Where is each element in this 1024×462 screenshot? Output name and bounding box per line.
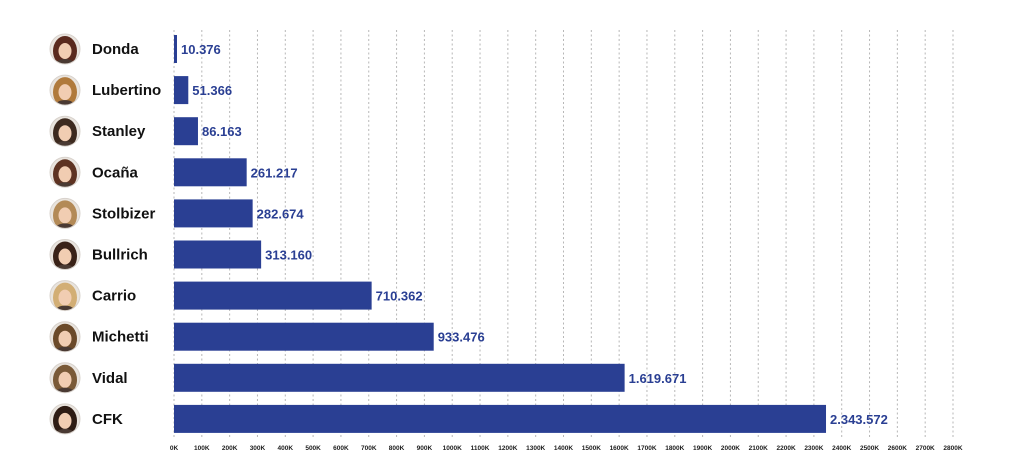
data-label: 933.476 (438, 330, 485, 345)
x-tick-label: 1700K (637, 445, 656, 452)
avatar-outline (49, 115, 81, 147)
x-tick-label: 0K (170, 445, 179, 452)
x-tick-label: 200K (222, 445, 238, 452)
x-tick-label: 2100K (749, 445, 768, 452)
avatar (50, 403, 80, 434)
bar (174, 158, 247, 187)
bar (174, 240, 262, 269)
category-label: Lubertino (92, 82, 161, 99)
x-tick-label: 1200K (498, 445, 517, 452)
bar (174, 117, 198, 146)
avatar (50, 116, 80, 147)
category-label: Vidal (92, 370, 128, 387)
x-tick-label: 1500K (582, 445, 601, 452)
data-label: 313.160 (265, 248, 312, 263)
x-tick-label: 1800K (665, 445, 684, 452)
x-tick-label: 2700K (916, 445, 935, 452)
bar (174, 199, 253, 228)
data-label: 710.362 (376, 289, 423, 304)
avatar-outline (49, 280, 81, 312)
x-tick-label: 900K (417, 445, 433, 452)
x-tick-label: 800K (389, 445, 405, 452)
avatar-outline (49, 403, 81, 435)
avatar (50, 34, 80, 64)
avatar-outline (49, 33, 81, 65)
category-label: Ocaña (92, 164, 139, 181)
bar (174, 404, 827, 433)
bar (174, 322, 434, 351)
data-label: 282.674 (257, 206, 305, 221)
x-tick-label: 1000K (443, 445, 462, 452)
x-tick-label: 2600K (888, 445, 907, 452)
avatar-outline (49, 197, 81, 229)
category-labels: Donda Lubertino Stanley Ocaña Stolbizer Bullr… (92, 41, 161, 428)
data-label: 261.217 (251, 165, 298, 180)
category-label: Donda (92, 41, 139, 58)
avatar-outline (49, 74, 81, 106)
avatar (50, 362, 80, 393)
grid-lines (173, 30, 954, 438)
category-label: Stanley (92, 123, 146, 140)
avatar-outline (49, 362, 81, 394)
x-tick-label: 1600K (610, 445, 629, 452)
data-label: 51.366 (192, 83, 232, 98)
avatar-outline (49, 156, 81, 188)
avatar (50, 75, 80, 106)
bar (174, 35, 177, 63)
data-label: 1.619.671 (629, 371, 687, 386)
x-tick-label: 2800K (943, 445, 962, 452)
category-label: CFK (92, 411, 123, 428)
avatar-outline (49, 321, 81, 353)
x-tick-label: 1100K (471, 445, 490, 452)
x-tick-label: 1400K (554, 445, 573, 452)
avatar (50, 157, 80, 188)
avatar (50, 280, 80, 311)
x-tick-label: 2000K (721, 445, 740, 452)
bar (174, 281, 372, 310)
data-label: 86.163 (202, 124, 242, 139)
x-tick-label: 1900K (693, 445, 712, 452)
x-tick-label: 100K (194, 445, 210, 452)
category-label: Bullrich (92, 247, 148, 264)
x-tick-label: 2200K (776, 445, 795, 452)
category-label: Stolbizer (92, 205, 156, 222)
bar (174, 76, 189, 105)
x-tick-label: 2400K (832, 445, 851, 452)
avatars (49, 33, 81, 435)
data-label: 10.376 (181, 42, 221, 57)
avatar (50, 239, 80, 270)
x-tick-label: 300K (250, 445, 266, 452)
x-tick-label: 2500K (860, 445, 879, 452)
x-tick-label: 2300K (804, 445, 823, 452)
value-labels: 10.376 51.366 86.163 261.217 282.674 313.160 7… (181, 42, 888, 427)
x-axis-tick-labels: 0K 100K 200K 300K 400K 500K 600K 700K 800K 900K 10… (170, 445, 963, 452)
x-tick-label: 1300K (526, 445, 545, 452)
bar (174, 363, 625, 392)
bars (174, 35, 827, 433)
x-tick-label: 400K (278, 445, 294, 452)
data-label: 2.343.572 (830, 412, 888, 427)
avatar (50, 321, 80, 352)
category-label: Michetti (92, 329, 149, 346)
x-tick-label: 600K (333, 445, 349, 452)
x-tick-label: 700K (361, 445, 377, 452)
category-label: Carrio (92, 288, 136, 305)
x-tick-label: 500K (305, 445, 321, 452)
avatar-outline (49, 239, 81, 270)
avatar (50, 198, 80, 229)
